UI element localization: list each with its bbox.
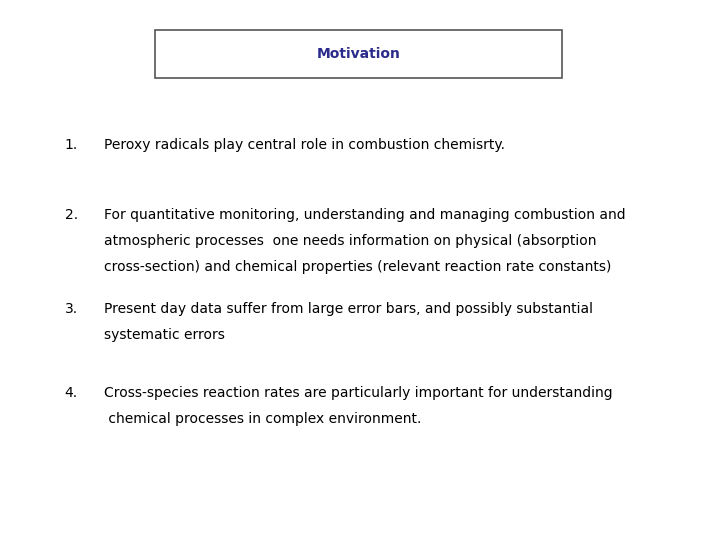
Text: Cross-species reaction rates are particularly important for understanding: Cross-species reaction rates are particu…	[104, 386, 613, 400]
Text: Peroxy radicals play central role in combustion chemisrty.: Peroxy radicals play central role in com…	[104, 138, 505, 152]
Text: Motivation: Motivation	[316, 47, 400, 61]
Text: cross-section) and chemical properties (relevant reaction rate constants): cross-section) and chemical properties (…	[104, 260, 612, 274]
Text: 4.: 4.	[65, 386, 78, 400]
Text: 1.: 1.	[65, 138, 78, 152]
Text: systematic errors: systematic errors	[104, 328, 225, 342]
Text: 3.: 3.	[65, 302, 78, 316]
Text: atmospheric processes  one needs information on physical (absorption: atmospheric processes one needs informat…	[104, 234, 597, 248]
Text: chemical processes in complex environment.: chemical processes in complex environmen…	[104, 412, 422, 426]
Text: Present day data suffer from large error bars, and possibly substantial: Present day data suffer from large error…	[104, 302, 593, 316]
FancyBboxPatch shape	[155, 30, 562, 78]
Text: 2.: 2.	[65, 208, 78, 222]
Text: For quantitative monitoring, understanding and managing combustion and: For quantitative monitoring, understandi…	[104, 208, 626, 222]
